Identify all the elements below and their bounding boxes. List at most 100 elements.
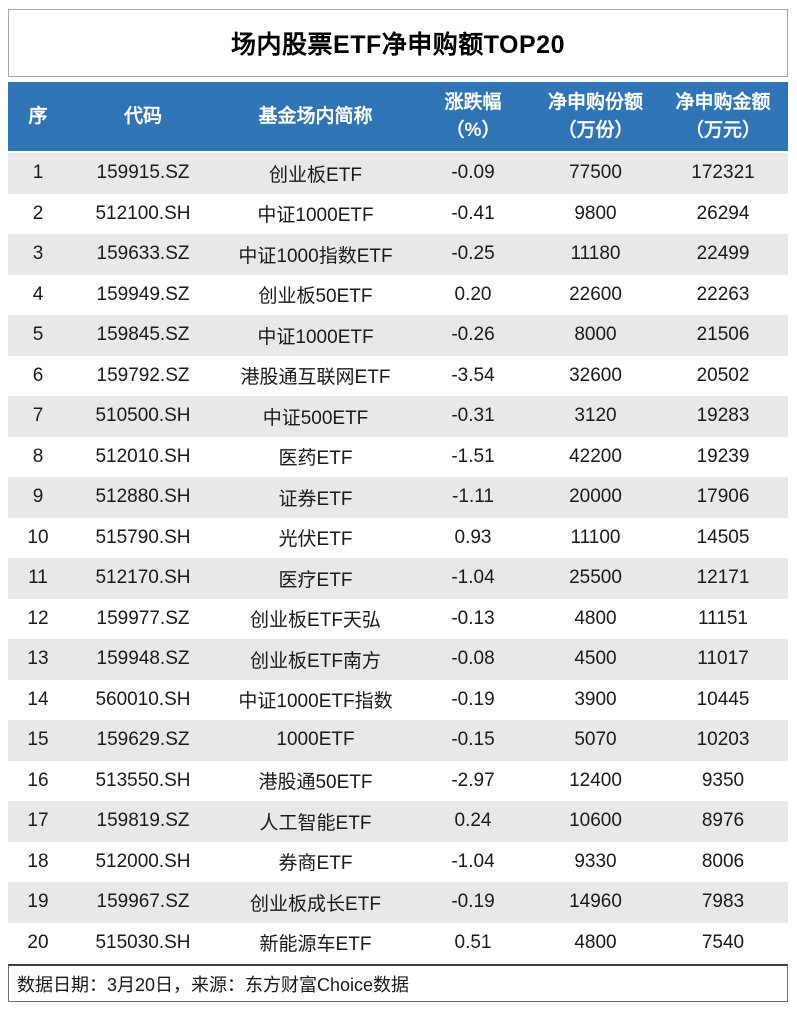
table-cell: 13 xyxy=(27,648,49,670)
table-cell: 11 xyxy=(28,567,48,589)
column-header-net-subscription-shares: 净申购份额 （万份） xyxy=(533,82,658,153)
column-header-label: 代码 xyxy=(123,105,162,127)
table-cell: 10 xyxy=(27,526,49,548)
table-cell: 医药ETF xyxy=(278,448,353,470)
table-cell: 172321 xyxy=(691,162,755,184)
table-cell: 中证1000ETF指数 xyxy=(238,691,393,713)
table-cell: 560010.SH xyxy=(95,688,191,710)
table-row: 20 515030.SH 新能源车ETF 0.51 4800 7540 xyxy=(8,922,788,963)
table-cell: 512100.SH xyxy=(95,202,191,224)
table-cell: 创业板成长ETF xyxy=(250,893,381,915)
table-cell: 25500 xyxy=(569,567,622,589)
table-cell: -2.97 xyxy=(451,769,495,791)
column-header-label: 净申购金额 xyxy=(675,91,771,113)
table-cell: 9800 xyxy=(574,202,617,224)
table-cell: 0.20 xyxy=(454,283,492,305)
table-cell: 中证500ETF xyxy=(262,407,369,429)
table-cell: 9350 xyxy=(701,769,745,791)
table-cell: 7983 xyxy=(701,891,745,913)
table-cell: 515030.SH xyxy=(95,931,191,953)
table-header-row: 序 代码 基金场内简称 xyxy=(8,82,788,153)
column-header-label: 涨跌幅 xyxy=(444,91,502,113)
table-cell: 7 xyxy=(32,405,44,427)
table-row: 7 510500.SH 中证500ETF -0.31 3120 19283 xyxy=(8,396,788,437)
table-cell: -0.26 xyxy=(451,324,495,346)
table-row: 5 159845.SZ 中证1000ETF -0.26 8000 21506 xyxy=(8,315,788,356)
table-cell: 12171 xyxy=(696,567,750,589)
table-cell: 22499 xyxy=(696,243,750,265)
column-header-change-pct: 涨跌幅 （%） xyxy=(413,82,533,153)
table-cell: 17906 xyxy=(696,486,750,508)
table-cell: 6 xyxy=(32,364,44,386)
table-cell: 77500 xyxy=(569,162,622,184)
table-cell: 512880.SH xyxy=(95,486,191,508)
table-cell: 17 xyxy=(27,810,49,832)
table-cell: 创业板50ETF xyxy=(258,286,373,308)
table-cell: 4800 xyxy=(574,931,617,953)
table-cell: 中证1000ETF xyxy=(257,326,374,348)
table-cell: 证券ETF xyxy=(278,488,353,510)
table-row: 3 159633.SZ 中证1000指数ETF -0.25 11180 22499 xyxy=(8,234,788,275)
column-header-sub: （万元） xyxy=(684,119,761,141)
column-header-fund-name: 基金场内简称 xyxy=(218,82,413,153)
table-cell: 8006 xyxy=(701,850,745,872)
table-cell: 513550.SH xyxy=(95,769,191,791)
table-cell: 9330 xyxy=(574,850,617,872)
table-cell: 18 xyxy=(27,850,49,872)
table-row: 12 159977.SZ 创业板ETF天弘 -0.13 4800 11151 xyxy=(8,598,788,639)
table-row: 14 560010.SH 中证1000ETF指数 -0.19 3900 10445 xyxy=(8,679,788,720)
table-cell: 创业板ETF南方 xyxy=(250,650,381,672)
column-header-label: 序 xyxy=(28,105,48,127)
table-cell: 医疗ETF xyxy=(278,569,353,591)
table-cell: 159819.SZ xyxy=(96,810,190,832)
table-row: 16 513550.SH 港股通50ETF -2.97 12400 9350 xyxy=(8,760,788,801)
table-cell: -0.25 xyxy=(451,243,495,265)
table-cell: 3 xyxy=(32,243,44,265)
table-cell: 8 xyxy=(32,445,44,467)
table-cell: 512000.SH xyxy=(95,850,191,872)
table-row: 15 159629.SZ 1000ETF -0.15 5070 10203 xyxy=(8,720,788,761)
table-cell: 0.24 xyxy=(454,810,492,832)
table-cell: 159792.SZ xyxy=(96,364,190,386)
table-cell: -0.19 xyxy=(451,688,495,710)
table-row: 9 512880.SH 证券ETF -1.11 20000 17906 xyxy=(8,477,788,518)
table-cell: 20000 xyxy=(569,486,622,508)
table-cell: 0.51 xyxy=(454,931,492,953)
table-cell: 4 xyxy=(32,283,44,305)
table-cell: 1 xyxy=(32,162,44,184)
table-cell: 42200 xyxy=(569,445,622,467)
table-cell: 14960 xyxy=(569,891,622,913)
table-cell: 159949.SZ xyxy=(96,283,190,305)
table-cell: 159967.SZ xyxy=(96,891,190,913)
table-cell: 0.93 xyxy=(454,526,492,548)
table-cell: 中证1000ETF xyxy=(257,205,374,227)
table-cell: 9 xyxy=(32,486,44,508)
table-cell: 512010.SH xyxy=(95,445,191,467)
table-cell: 16 xyxy=(27,769,49,791)
table-cell: -0.19 xyxy=(451,891,495,913)
table-cell: -0.41 xyxy=(451,202,495,224)
table-cell: 14505 xyxy=(696,526,750,548)
table-cell: 光伏ETF xyxy=(278,529,353,551)
table-cell: 19283 xyxy=(696,405,750,427)
table-cell: -0.09 xyxy=(451,162,495,184)
table-row: 18 512000.SH 券商ETF -1.04 9330 8006 xyxy=(8,841,788,882)
table-cell: -3.54 xyxy=(451,364,495,386)
table-cell: 159845.SZ xyxy=(96,324,190,346)
table-row: 6 159792.SZ 港股通互联网ETF -3.54 32600 20502 xyxy=(8,355,788,396)
table-cell: 4500 xyxy=(574,648,617,670)
table-cell: 22600 xyxy=(569,283,622,305)
column-header-sub: （%） xyxy=(445,119,501,141)
table-cell: -0.08 xyxy=(451,648,495,670)
table-cell: 14 xyxy=(27,688,49,710)
table-body: 1 159915.SZ 创业板ETF -0.09 77500 172321 2 512100.… xyxy=(8,152,788,963)
table-cell: -1.04 xyxy=(451,850,495,872)
column-header-code: 代码 xyxy=(68,82,218,153)
table-cell: 5 xyxy=(32,324,44,346)
table-cell: 创业板ETF天弘 xyxy=(250,610,381,632)
data-source-note: 数据日期：3月20日，来源：东方财富Choice数据 xyxy=(17,974,410,995)
table-cell: 10445 xyxy=(696,688,750,710)
table-row: 19 159967.SZ 创业板成长ETF -0.19 14960 7983 xyxy=(8,882,788,923)
column-header-label: 基金场内简称 xyxy=(258,105,373,127)
